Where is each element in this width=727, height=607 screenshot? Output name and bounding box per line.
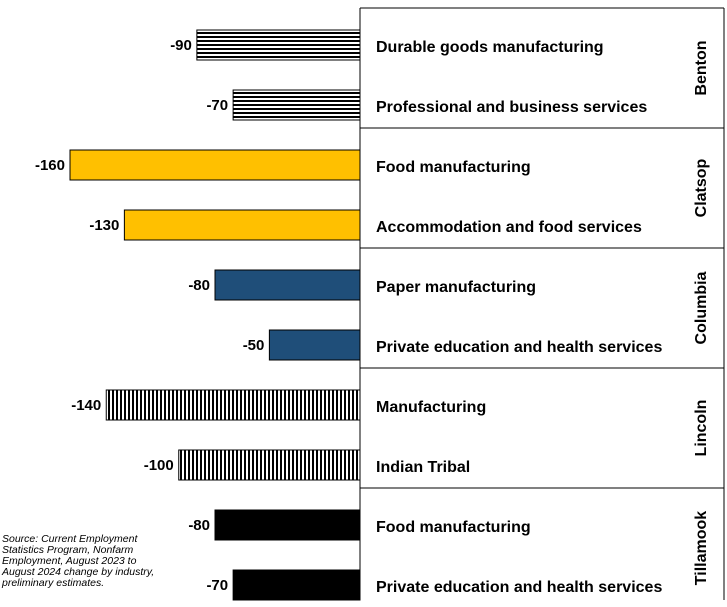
bar	[268, 329, 361, 361]
bar	[105, 389, 361, 421]
bar	[123, 209, 361, 241]
data-label: -70	[206, 577, 228, 594]
data-label: -90	[170, 37, 192, 54]
bar	[214, 269, 361, 301]
group-label: Clatsop	[693, 158, 710, 217]
category-label: Durable goods manufacturing	[376, 39, 604, 56]
bar	[232, 569, 361, 601]
category-label: Manufacturing	[376, 399, 486, 416]
group-label: Columbia	[693, 271, 710, 344]
category-label: Food manufacturing	[376, 519, 531, 536]
group-label: Tillamook	[693, 511, 710, 585]
category-label: Professional and business services	[376, 99, 647, 116]
bar	[214, 509, 361, 541]
data-label: -70	[206, 97, 228, 114]
category-label: Food manufacturing	[376, 159, 531, 176]
data-label: -50	[243, 337, 265, 354]
category-label: Private education and health services	[376, 339, 662, 356]
group-label: Benton	[693, 40, 710, 95]
bar	[196, 29, 361, 61]
data-label: -160	[35, 157, 65, 174]
category-label: Private education and health services	[376, 579, 662, 596]
data-label: -140	[71, 397, 101, 414]
data-label: -100	[144, 457, 174, 474]
group-label: Lincoln	[693, 400, 710, 457]
data-label: -80	[188, 517, 210, 534]
bar	[69, 149, 361, 181]
category-label: Accommodation and food services	[376, 219, 642, 236]
category-label: Indian Tribal	[376, 459, 470, 476]
data-label: -80	[188, 277, 210, 294]
category-label: Paper manufacturing	[376, 279, 536, 296]
bar	[178, 449, 361, 481]
bar	[232, 89, 361, 121]
data-label: -130	[89, 217, 119, 234]
source-note: Source: Current Employment Statistics Pr…	[2, 533, 155, 589]
